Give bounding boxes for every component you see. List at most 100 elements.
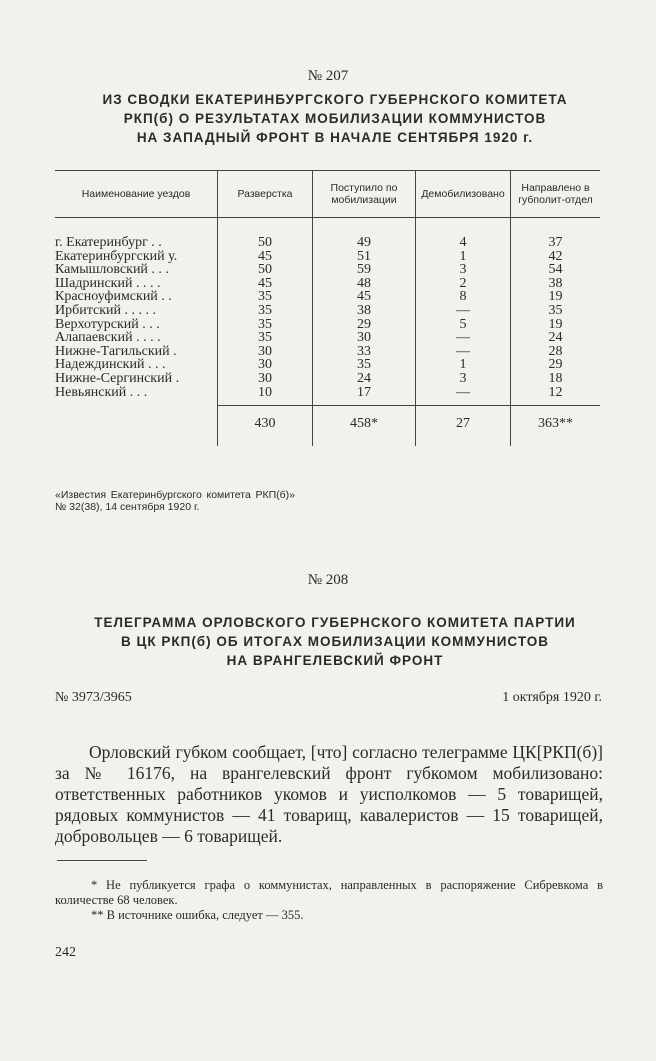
table-cell: 50	[217, 236, 313, 250]
table-cell: 24	[510, 331, 600, 345]
district-name: Надеждинский . . .	[55, 357, 166, 373]
title-line: ИЗ СВОДКИ ЕКАТЕРИНБУРГСКОГО ГУБЕРНСКОГО …	[102, 92, 568, 107]
table-cell: 30	[217, 358, 313, 372]
table-row: Алапаевский . . . . 35 30—24	[55, 331, 600, 345]
district-name: г. Екатеринбург . .	[55, 235, 162, 250]
table-cell: 35	[217, 331, 313, 345]
table-cell: 35	[510, 304, 600, 318]
telegram-body: Орловский губком сообщает, [что] согласн…	[55, 742, 603, 846]
table-row: г. Екатеринбург . . 50 49 4 37	[55, 236, 600, 250]
column-header: Разверстка	[217, 170, 313, 218]
column-header: Направлено в губполит-отдел	[510, 170, 600, 218]
footnote-divider	[57, 860, 147, 861]
total-cell: 363**	[510, 405, 600, 447]
title-line: РКП(б) О РЕЗУЛЬТАТАХ МОБИЛИЗАЦИИ КОММУНИ…	[123, 111, 547, 126]
table-row: Ирбитский . . . . . 35 38—35	[55, 304, 600, 318]
table-cell: 37	[510, 236, 600, 250]
table-cell: 3	[415, 263, 511, 277]
title-line: НА ЗАПАДНЫЙ ФРОНТ В НАЧАЛЕ СЕНТЯБРЯ 1920…	[136, 130, 534, 145]
table-row: Шадринский . . . . 45 48 2 38	[55, 276, 600, 291]
table-cell: 10	[217, 385, 313, 406]
table-cell: 1	[415, 358, 511, 372]
column-header: Наименование уездов	[55, 170, 218, 218]
document-number: № 208	[307, 572, 349, 588]
table-cell: 54	[510, 263, 600, 277]
district-name: Алапаевский . . . .	[55, 330, 161, 346]
table-cell: 38	[510, 276, 600, 291]
title-line: НА ВРАНГЕЛЕВСКИЙ ФРОНТ	[226, 653, 444, 668]
district-name: Красноуфимский . .	[55, 289, 172, 305]
document-title: ТЕЛЕГРАММА ОРЛОВСКОГО ГУБЕРНСКОГО КОМИТЕ…	[40, 613, 630, 670]
table-cell: 30	[312, 331, 416, 345]
table-row: Красноуфимский . . 35 45 8 19	[55, 290, 600, 304]
table-row: Невьянский . . . 10 17—12	[55, 384, 600, 406]
table-row: Верхотурский . . . 35 29 5 19	[55, 316, 600, 332]
mobilization-table: Наименование уездов Разверстка Поступило…	[55, 170, 600, 447]
table-cell: 17	[312, 385, 416, 406]
totals-row: 430 458* 27 363**	[55, 405, 600, 447]
total-cell	[55, 406, 218, 447]
table-header-row: Наименование уездов Разверстка Поступило…	[55, 170, 600, 218]
district-name: Ирбитский . . . . .	[55, 302, 157, 318]
total-cell: 430	[217, 405, 313, 447]
district-name: Нижне-Сергинский .	[55, 370, 180, 386]
table-cell: —	[415, 344, 511, 359]
table-cell: 35	[217, 304, 313, 318]
table-cell: 29	[312, 317, 416, 332]
table-row: Нижне-Тагильский . 30 33—28	[55, 343, 600, 359]
document-title: ИЗ СВОДКИ ЕКАТЕРИНБУРГСКОГО ГУБЕРНСКОГО …	[40, 90, 630, 147]
table-cell: 59	[312, 263, 416, 277]
table-cell: 18	[510, 372, 600, 386]
table-row: Камышловский . . . 50 59 3 54	[55, 263, 600, 277]
total-cell: 458*	[312, 405, 416, 447]
table-cell: 51	[312, 249, 416, 264]
table-cell: 28	[510, 344, 600, 359]
telegram-date: 1 октября 1920 г.	[502, 690, 602, 705]
table-cell: 35	[217, 290, 313, 304]
title-line: ТЕЛЕГРАММА ОРЛОВСКОГО ГУБЕРНСКОГО КОМИТЕ…	[94, 615, 576, 630]
table-cell: 50	[217, 263, 313, 277]
table-cell: 45	[217, 249, 313, 264]
table-cell: 2	[415, 276, 511, 291]
table-cell: 1	[415, 249, 511, 264]
column-header: Поступило по мобилизации	[312, 170, 416, 218]
table-cell: —	[415, 331, 511, 345]
column-header: Демобилизовано	[415, 170, 511, 218]
table-cell: 29	[510, 358, 600, 372]
source-citation: «Известия Екатеринбургского комитета РКП…	[55, 489, 295, 513]
footnote: ** В источнике ошибка, следует — 355.	[91, 908, 304, 922]
table-cell: 48	[312, 276, 416, 291]
table-cell: 4	[415, 236, 511, 250]
table-cell: 45	[217, 276, 313, 291]
table-cell: 42	[510, 249, 600, 264]
table-cell: 24	[312, 372, 416, 386]
telegram-reference: № 3973/3965	[55, 690, 132, 705]
table-cell: 33	[312, 344, 416, 359]
table-row: Надеждинский . . . 30 35 1 29	[55, 358, 600, 372]
document-number: № 207	[307, 68, 349, 84]
footnotes: * Не публикуется графа о коммунистах, на…	[55, 878, 603, 923]
table-cell: 8	[415, 290, 511, 304]
table-cell: 38	[312, 304, 416, 318]
table-cell: 30	[217, 344, 313, 359]
table-row: Нижне-Сергинский . 30 24 3 18	[55, 372, 600, 386]
district-name: Верхотурский . . .	[55, 316, 160, 332]
table-cell: 5	[415, 317, 511, 332]
footnote: * Не публикуется графа о коммунистах, на…	[55, 878, 603, 907]
table-cell: —	[415, 385, 511, 406]
table-cell: —	[415, 304, 511, 318]
table-cell: 19	[510, 290, 600, 304]
table-cell: 35	[217, 317, 313, 332]
title-line: В ЦК РКП(б) ОБ ИТОГАХ МОБИЛИЗАЦИИ КОММУН…	[121, 634, 549, 649]
district-name: Нижне-Тагильский .	[55, 343, 177, 359]
table-cell: 45	[312, 290, 416, 304]
table-row: Екатеринбургский у. 45 51 1 42	[55, 248, 600, 264]
table-cell: 35	[312, 358, 416, 372]
district-name: Екатеринбургский у.	[55, 248, 178, 264]
table-cell: 19	[510, 317, 600, 332]
district-name: Камышловский . . .	[55, 262, 169, 278]
table-cell: 30	[217, 372, 313, 386]
district-name: Невьянский . . .	[55, 384, 148, 400]
table-cell: 3	[415, 372, 511, 386]
table-cell: 12	[510, 385, 600, 406]
